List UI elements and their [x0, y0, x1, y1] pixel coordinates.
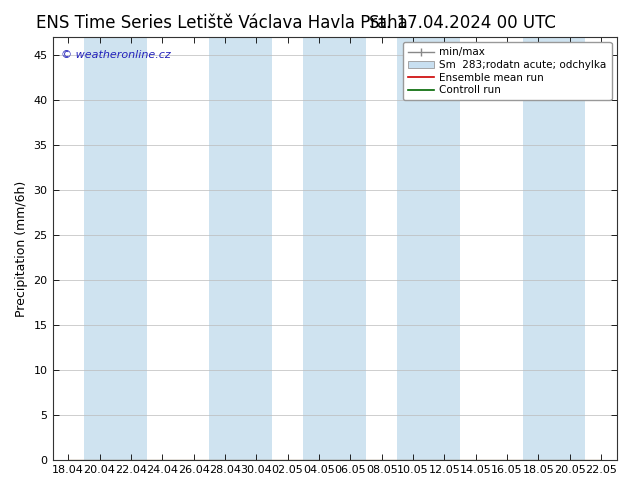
Bar	[398, 37, 460, 460]
Text: St. 17.04.2024 00 UTC: St. 17.04.2024 00 UTC	[370, 14, 556, 32]
Bar	[303, 37, 366, 460]
Bar	[209, 37, 272, 460]
Text: ENS Time Series Letiště Václava Havla Praha: ENS Time Series Letiště Václava Havla Pr…	[36, 14, 408, 32]
Legend: min/max, Sm  283;rodatn acute; odchylka, Ensemble mean run, Controll run: min/max, Sm 283;rodatn acute; odchylka, …	[403, 42, 612, 100]
Y-axis label: Precipitation (mm/6h): Precipitation (mm/6h)	[15, 180, 28, 317]
Text: © weatheronline.cz: © weatheronline.cz	[61, 50, 171, 60]
Bar	[84, 37, 146, 460]
Bar	[522, 37, 585, 460]
